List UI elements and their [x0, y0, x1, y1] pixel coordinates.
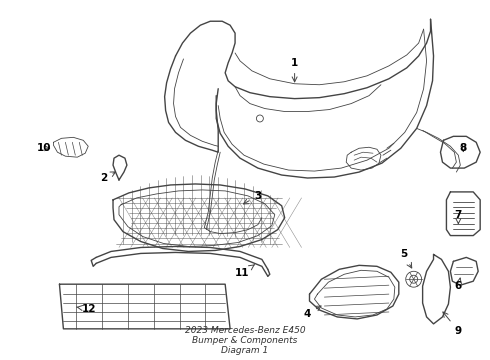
Text: 8: 8 — [460, 143, 467, 153]
Text: 5: 5 — [400, 249, 412, 268]
Text: 2023 Mercedes-Benz E450: 2023 Mercedes-Benz E450 — [185, 326, 305, 335]
Text: Diagram 1: Diagram 1 — [221, 346, 269, 355]
Text: Bumper & Components: Bumper & Components — [192, 336, 298, 345]
Text: 4: 4 — [304, 306, 321, 319]
Text: 10: 10 — [36, 143, 51, 153]
Text: 12: 12 — [76, 304, 97, 314]
Text: 1: 1 — [291, 58, 298, 82]
Text: 6: 6 — [455, 278, 462, 291]
Text: 2: 2 — [100, 172, 116, 183]
Text: 3: 3 — [244, 191, 262, 204]
Text: 7: 7 — [455, 210, 462, 224]
Text: 11: 11 — [235, 265, 254, 278]
Text: 9: 9 — [443, 312, 462, 336]
